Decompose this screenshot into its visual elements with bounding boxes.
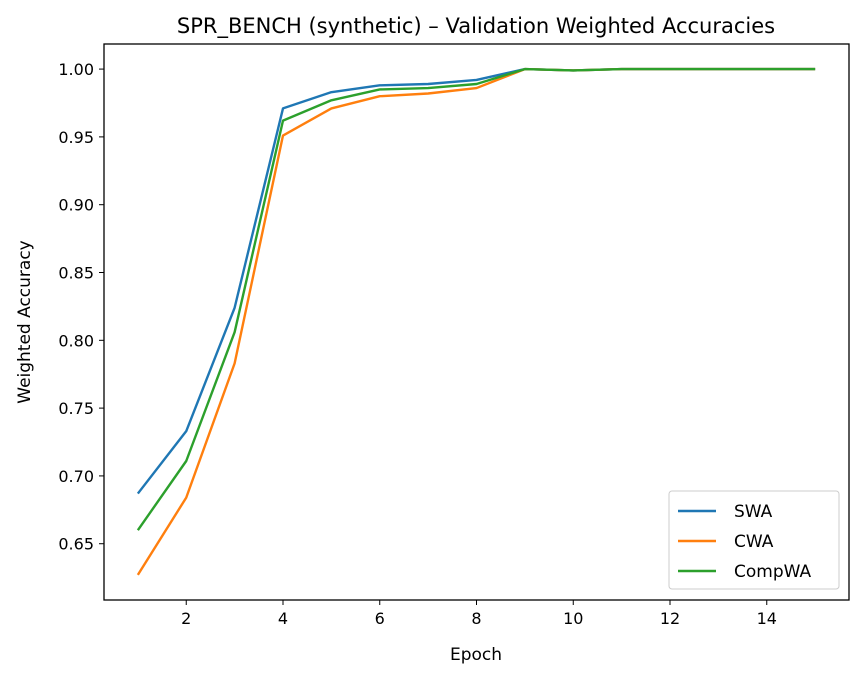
- y-tick-label: 0.90: [58, 196, 94, 215]
- y-axis-ticks: 0.65 0.70 0.75 0.80 0.85 0.90 0.95 1.00: [58, 60, 104, 554]
- x-axis-label: Epoch: [450, 645, 502, 665]
- series-line-compwa: [136, 67, 816, 531]
- y-tick-label: 0.65: [58, 535, 94, 554]
- legend: SWA CWA CompWA: [668, 490, 840, 590]
- x-tick-label: 10: [563, 609, 583, 628]
- x-tick-label: 14: [757, 609, 777, 628]
- legend-label-cwa: CWA: [734, 532, 774, 552]
- legend-label-swa: SWA: [734, 502, 773, 522]
- y-tick-label: 0.75: [58, 399, 94, 418]
- y-tick-label: 1.00: [58, 60, 94, 79]
- legend-label-compwa: CompWA: [734, 562, 812, 582]
- y-axis-label: Weighted Accuracy: [15, 240, 35, 404]
- y-tick-label: 0.70: [58, 467, 94, 486]
- x-tick-label: 12: [660, 609, 680, 628]
- y-tick-label: 0.85: [58, 264, 94, 283]
- x-tick-label: 8: [471, 609, 481, 628]
- x-tick-label: 6: [375, 609, 385, 628]
- x-tick-label: 2: [181, 609, 191, 628]
- x-tick-label: 4: [278, 609, 288, 628]
- chart-title: SPR_BENCH (synthetic) – Validation Weigh…: [177, 14, 775, 39]
- plot-lines: [136, 67, 816, 576]
- legend-box: [668, 490, 840, 590]
- x-axis-ticks: 2 4 6 8 10 12 14: [181, 600, 777, 628]
- y-tick-label: 0.80: [58, 331, 94, 350]
- y-tick-label: 0.95: [58, 128, 94, 147]
